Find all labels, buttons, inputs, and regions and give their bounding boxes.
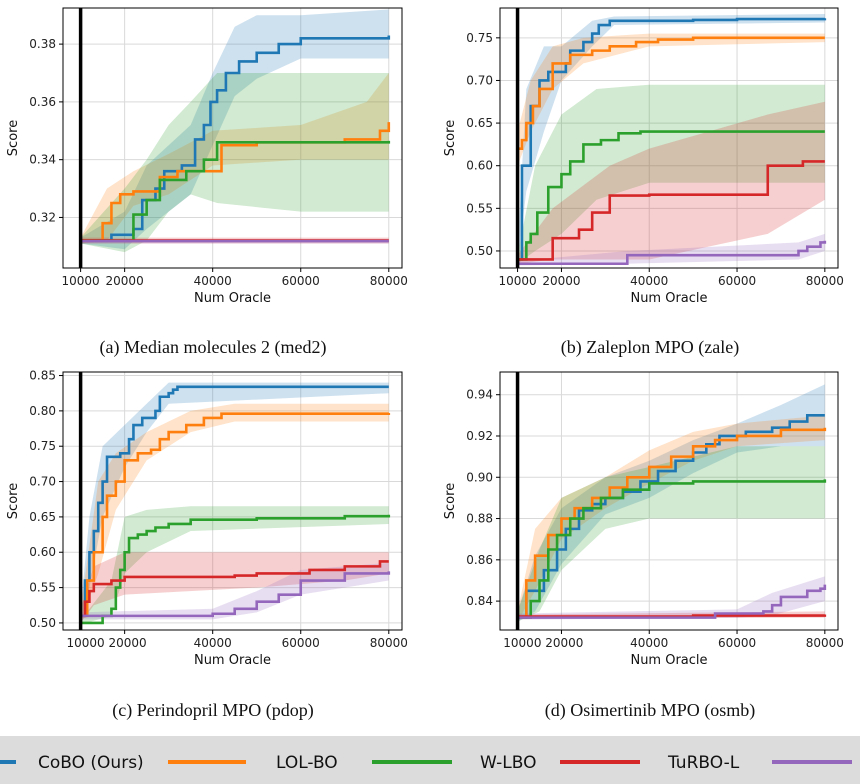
line-lolbo [80, 122, 391, 242]
x-tick-label: 60000 [282, 636, 320, 650]
x-tick-label: 60000 [282, 274, 320, 288]
x-tick-label: 60000 [718, 274, 756, 288]
y-tick-label: 0.36 [29, 95, 56, 109]
legend-label-cobo: CoBO (Ours) [38, 753, 144, 773]
x-tick-label: 10000 [498, 274, 536, 288]
band-unlabeled [517, 576, 825, 620]
y-tick-label: 0.92 [466, 429, 493, 443]
x-axis-label: Num Oracle [630, 291, 707, 306]
band-wlbo [80, 73, 389, 253]
line-unlabeled [80, 571, 391, 618]
line-wlbo [517, 130, 825, 261]
plot-area [500, 372, 838, 630]
line-wlbo [80, 514, 391, 625]
caption-med2: (a) Median molecules 2 (med2) [100, 337, 327, 358]
caption-osmb: (d) Osimertinib MPO (osmb) [545, 700, 756, 721]
y-tick-label: 0.34 [29, 153, 56, 167]
line-lolbo [517, 36, 825, 150]
y-tick-label: 0.84 [466, 594, 493, 608]
y-tick-label: 0.70 [466, 73, 493, 87]
caption-pdop: (c) Perindopril MPO (pdop) [112, 700, 313, 721]
y-axis-label: Score [6, 120, 21, 156]
line-turbo [517, 160, 825, 261]
caption-zale: (b) Zaleplon MPO (zale) [561, 337, 739, 358]
x-axis-label: Num Oracle [194, 653, 271, 668]
x-tick-label: 40000 [194, 274, 232, 288]
chart-med2: 10000 20000 40000 60000 80000 0.32 0.34 0.36 0.3… [6, 7, 408, 306]
y-tick-label: 0.86 [466, 553, 493, 567]
legend-label-lolbo: LOL-BO [276, 753, 338, 773]
legend-label-wlbo: W-LBO [480, 753, 536, 773]
x-tick-label: 80000 [370, 274, 408, 288]
y-tick-label: 0.90 [466, 470, 493, 484]
x-tick-label: 80000 [806, 636, 844, 650]
x-tick-label: 10000 20000 [66, 636, 146, 650]
y-tick-label: 0.60 [29, 545, 56, 559]
band-turbo [517, 101, 825, 264]
x-axis-label: Num Oracle [194, 291, 271, 306]
x-tick-label: 40000 [630, 636, 668, 650]
x-tick-label: 20000 [106, 274, 144, 288]
line-unlabeled [517, 584, 827, 619]
x-tick-label: 40000 [630, 274, 668, 288]
plot-area [500, 8, 838, 268]
x-tick-label: 10000 [62, 274, 100, 288]
axes-frame [499, 371, 839, 631]
y-tick-label: 0.38 [29, 37, 56, 51]
line-cobo [80, 35, 391, 242]
chart-pdop: 10000 20000 40000 60000 80000 0.50 0.55 0.60 0.… [6, 369, 408, 668]
y-tick-label: 0.32 [29, 210, 56, 224]
line-turbo [80, 560, 389, 618]
y-tick-label: 0.94 [466, 388, 493, 402]
line-cobo [517, 414, 825, 619]
band-unlabeled [80, 562, 389, 620]
y-tick-label: 0.75 [29, 439, 56, 453]
line-lolbo [80, 412, 391, 618]
axes-frame [62, 371, 403, 631]
line-unlabeled [517, 240, 827, 266]
y-tick-label: 0.65 [29, 510, 56, 524]
line-wlbo [517, 479, 827, 619]
x-axis-label: Num Oracle [630, 653, 707, 668]
chart-osmb: 10000 20000 40000 60000 80000 0.84 0.86 0.88 0.… [443, 371, 844, 668]
band-wlbo [517, 446, 825, 622]
band-wlbo [80, 506, 389, 625]
band-unlabeled [517, 233, 825, 266]
band-lolbo [80, 73, 389, 244]
x-tick-label: 20000 [542, 274, 580, 288]
line-cobo [80, 385, 389, 618]
line-wlbo [80, 140, 391, 242]
y-axis-label: Score [443, 483, 458, 519]
y-tick-label: 0.50 [466, 244, 493, 258]
x-tick-label: 40000 [194, 636, 232, 650]
y-tick-label: 0.88 [466, 512, 493, 526]
band-wlbo [517, 84, 825, 264]
y-tick-label: 0.55 [466, 201, 493, 215]
y-axis-label: Score [443, 120, 458, 156]
axes-frame [62, 7, 403, 269]
legend: CoBO (Ours) LOL-BO W-LBO TuRBO-L [0, 736, 860, 784]
y-tick-label: 0.80 [29, 404, 56, 418]
x-tick-label: 10000 20000 [503, 636, 583, 650]
x-tick-label: 60000 [718, 636, 756, 650]
y-tick-label: 0.75 [466, 31, 493, 45]
y-tick-label: 0.50 [29, 616, 56, 630]
legend-label-turbo: TuRBO-L [667, 753, 740, 773]
y-tick-label: 0.85 [29, 369, 56, 383]
axes-frame [499, 7, 839, 269]
plot-area [63, 8, 402, 268]
y-tick-label: 0.70 [29, 475, 56, 489]
y-tick-label: 0.55 [29, 581, 56, 595]
y-tick-label: 0.60 [466, 159, 493, 173]
band-cobo [517, 384, 825, 622]
chart-zale: 10000 20000 40000 60000 80000 0.50 0.55 0.60 0.6… [443, 7, 844, 306]
x-tick-label: 80000 [370, 636, 408, 650]
x-tick-label: 80000 [806, 274, 844, 288]
y-tick-label: 0.65 [466, 116, 493, 130]
y-axis-label: Score [6, 483, 21, 519]
